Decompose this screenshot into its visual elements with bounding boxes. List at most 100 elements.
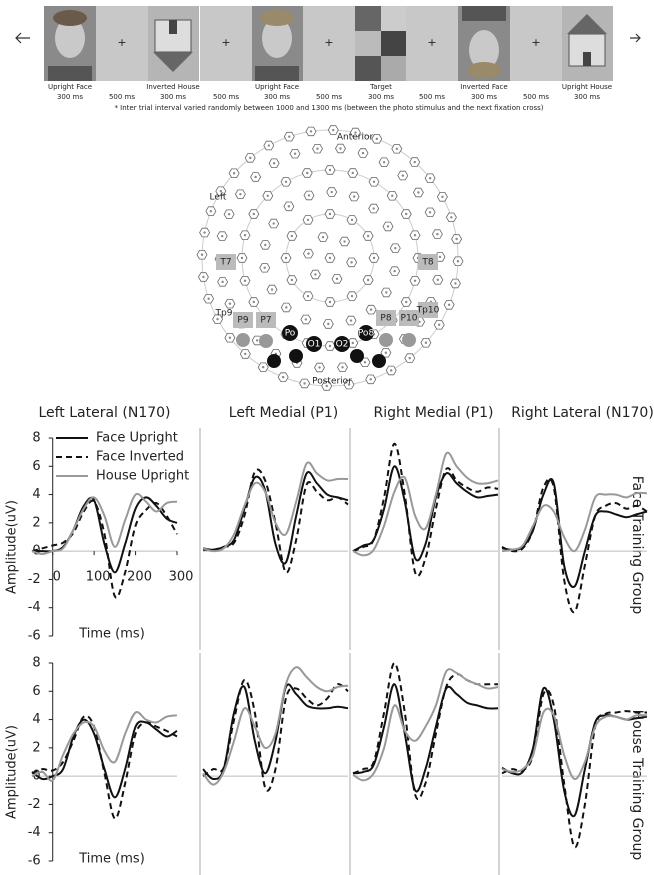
electrode-dot: [369, 308, 373, 311]
electrode-dot: [350, 218, 354, 222]
electrode-dot: [327, 322, 330, 326]
electrode-label: Anterior: [337, 133, 374, 143]
electrode-dot: [413, 234, 417, 237]
electrode-dot: [386, 225, 390, 228]
electrode-dot: [318, 366, 321, 369]
electrode-dot: [219, 189, 223, 193]
x-axis-label: Time (ms): [78, 627, 145, 642]
erp-line: [352, 442, 499, 578]
legend-label: Face Inverted: [96, 450, 184, 465]
fixation-duration: 500 ms: [109, 93, 135, 101]
stimulus-image: [251, 6, 303, 81]
electrode-label: O1: [308, 340, 321, 350]
erp-line: [352, 661, 498, 801]
electrode-dot: [216, 317, 219, 321]
y-tick-label: -4: [28, 600, 41, 615]
electrode-dot: [309, 130, 313, 133]
electrode-dot: [267, 144, 271, 147]
electrode-dot: [203, 231, 206, 234]
electrode-dot: [306, 171, 309, 175]
erp-line: [501, 491, 648, 553]
electrode-dot: [263, 266, 266, 270]
electrode-box: [418, 254, 438, 270]
face: [55, 18, 85, 58]
electrode-dot: [228, 336, 232, 339]
electrode-dot: [384, 351, 388, 354]
fixation-symbol: +: [531, 36, 540, 49]
electrode-dot: [382, 161, 386, 164]
row-label: House Training Group: [629, 710, 645, 861]
stimulus-duration: 300 ms: [471, 93, 497, 101]
electrode-dot: [354, 131, 357, 134]
chart-title: Left Lateral (N170): [38, 405, 170, 421]
electrode-dot: [290, 278, 294, 282]
erp-line: [202, 666, 349, 786]
stimulus-duration: 300 ms: [160, 93, 186, 101]
y-tick-label: 2: [32, 515, 40, 530]
chart-title: Right Lateral (N170): [511, 405, 654, 421]
row-label: Face Training Group: [629, 476, 645, 615]
patch: [381, 31, 407, 56]
fixation-symbol: +: [221, 36, 230, 49]
electrode-box: [418, 302, 438, 318]
patch: [355, 6, 381, 31]
stimulus-duration: 300 ms: [368, 93, 394, 101]
electrode-gray: [379, 333, 393, 347]
electrode-dot: [375, 137, 379, 141]
x-tick-label: 200: [127, 570, 152, 585]
erp-line: [501, 477, 648, 588]
electrode-dot: [413, 160, 416, 164]
electrode-dot: [417, 191, 420, 194]
electrode-dot: [220, 234, 224, 238]
fixation-duration: 500 ms: [419, 93, 445, 101]
electrode-dot: [330, 190, 333, 194]
electrode-dot: [239, 192, 242, 196]
electrode-dot: [281, 375, 285, 379]
electrode-dot: [307, 252, 310, 255]
electrode-black: [372, 354, 386, 368]
electrode-dot: [372, 207, 375, 210]
stimulus-image: [355, 6, 407, 81]
electrode-dot: [270, 288, 274, 291]
erp-line: [202, 461, 349, 553]
electrode-dot: [349, 319, 353, 322]
electrode-dot: [395, 147, 399, 151]
electrode-dot: [293, 152, 297, 155]
electrode-dot: [352, 195, 356, 198]
electrode-dot: [424, 341, 428, 344]
electrode-gray: [402, 333, 416, 347]
hair: [467, 62, 501, 78]
electrode-dot: [428, 177, 432, 180]
electrode-dot: [408, 356, 411, 360]
electrode-box: [233, 312, 253, 328]
electrode-label: Tp9: [215, 309, 233, 319]
electrode-label: Tp10: [416, 306, 440, 316]
electrode-dot: [261, 365, 265, 369]
electrode-dot: [328, 256, 332, 260]
erp-line: [202, 679, 349, 792]
erp-chart: Right Medial (P1): [349, 405, 499, 650]
electrode-label: Po8: [358, 329, 375, 339]
erp-line: [352, 668, 499, 782]
y-tick-label: -6: [28, 854, 41, 869]
house-door: [169, 20, 177, 34]
stimulus-label: Upright Face: [255, 83, 299, 91]
electrode-dot: [351, 341, 354, 345]
y-tick-label: 8: [32, 431, 40, 446]
electrode-dot: [228, 302, 232, 305]
erp-chart: [498, 653, 648, 875]
x-tick-label: 100: [86, 570, 111, 585]
electrode-label: P10: [401, 314, 418, 324]
electrode-dot: [221, 280, 224, 284]
fixation-image: [200, 6, 252, 81]
electrode-dot: [389, 369, 393, 372]
electrode-box: [256, 312, 276, 328]
fixation-image: [96, 6, 148, 81]
electrode-dot: [307, 194, 311, 197]
electrode-dot: [316, 147, 319, 150]
erp-line: [31, 711, 178, 782]
electrode-label: O2: [336, 340, 349, 350]
electrode-dot: [372, 256, 376, 260]
